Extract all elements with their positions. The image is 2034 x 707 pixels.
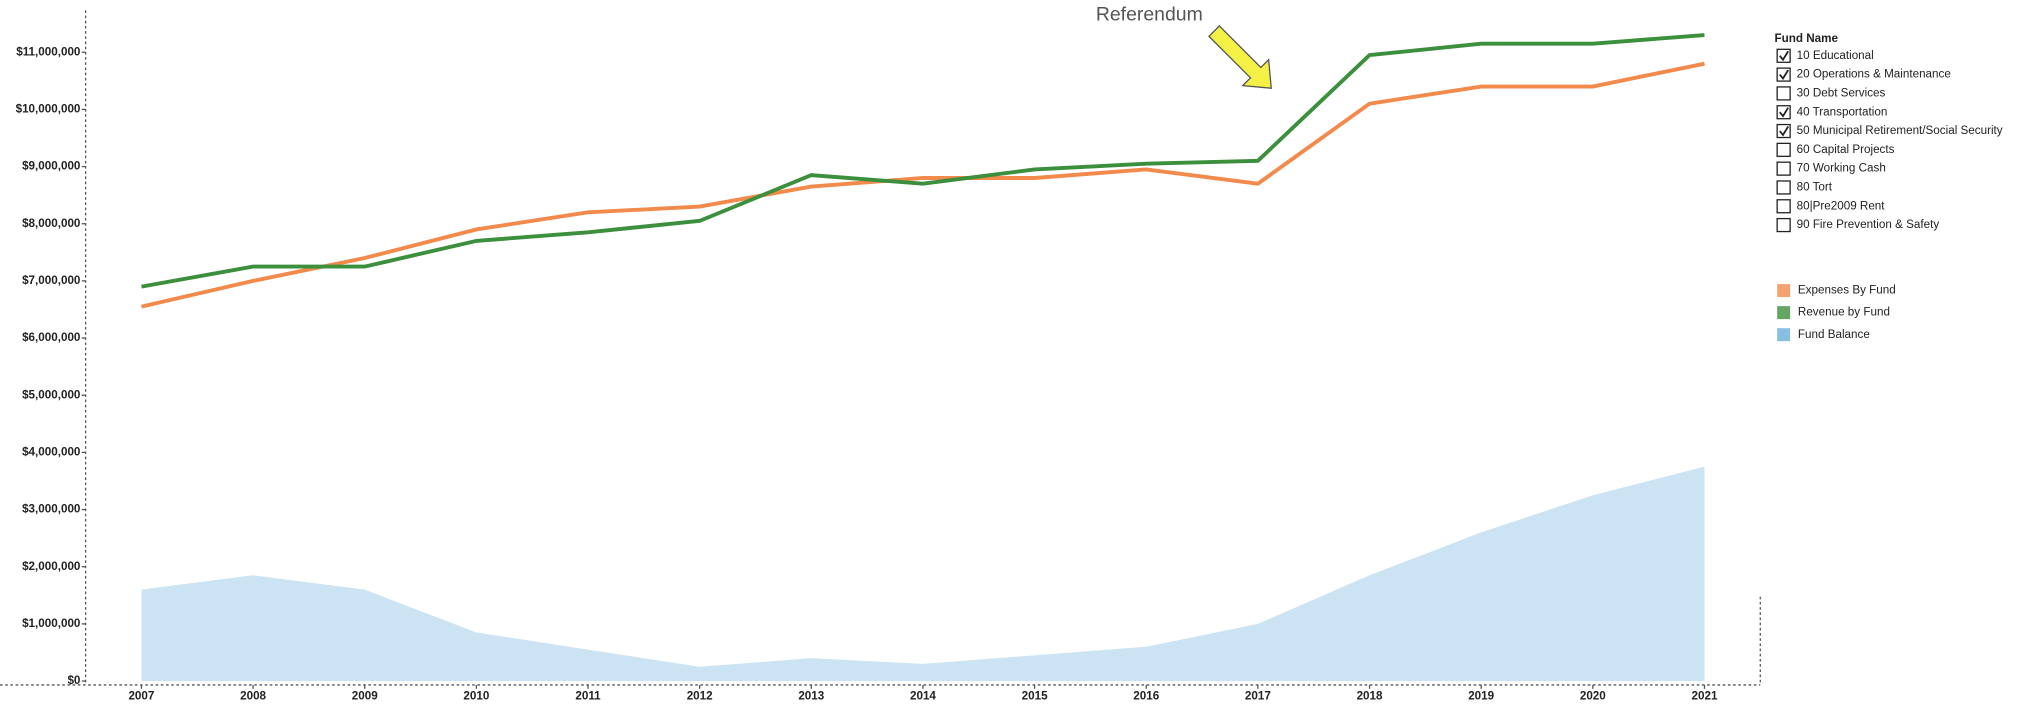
filter-label[interactable]: 90 Fire Prevention & Safety	[1797, 218, 1940, 231]
filter-label[interactable]: 60 Capital Projects	[1797, 143, 1895, 156]
x-tick-label: 2009	[352, 690, 378, 703]
x-tick-label: 2017	[1245, 690, 1271, 703]
y-tick-label: $10,000,000	[16, 102, 81, 115]
filter-label[interactable]: 30 Debt Services	[1797, 86, 1886, 99]
y-tick-label: $7,000,000	[22, 274, 80, 287]
x-tick-label: 2012	[687, 690, 713, 703]
y-tick-label: $2,000,000	[22, 560, 80, 573]
filter-label[interactable]: 20 Operations & Maintenance	[1797, 68, 1951, 81]
x-tick-label: 2021	[1692, 690, 1718, 703]
y-tick-label: $11,000,000	[16, 45, 80, 58]
y-tick-label: $9,000,000	[22, 160, 80, 173]
checkbox[interactable]	[1776, 217, 1791, 233]
y-tick-label: $1,000,000	[22, 617, 80, 630]
filter-label[interactable]: 80|Pre2009 Rent	[1797, 199, 1886, 212]
legend-swatch	[1777, 306, 1791, 320]
y-tick-label: $0	[67, 674, 80, 687]
legend-label: Expenses By Fund	[1798, 284, 1896, 297]
legend-swatch	[1777, 328, 1791, 342]
checkbox[interactable]	[1776, 199, 1791, 214]
x-tick-label: 2020	[1580, 690, 1606, 703]
checkbox[interactable]	[1776, 86, 1791, 101]
y-tick-label: $3,000,000	[22, 503, 80, 516]
x-tick-label: 2019	[1468, 690, 1494, 703]
x-tick-label: 2007	[128, 690, 154, 703]
x-tick-label: 2014	[910, 690, 936, 703]
y-tick-label: $4,000,000	[22, 445, 80, 458]
filter-label[interactable]: 80 Tort	[1797, 181, 1833, 194]
x-tick-label: 2015	[1022, 690, 1048, 703]
filter-title: Fund Name	[1775, 32, 1839, 45]
filter-label[interactable]: 40 Transportation	[1797, 105, 1888, 118]
checkmark	[1779, 107, 1789, 118]
line	[141, 61, 1705, 309]
checkbox[interactable]	[1776, 161, 1791, 176]
x-tick-label: 2011	[575, 690, 601, 703]
x-tick-label: 2008	[240, 690, 266, 703]
filter-label[interactable]: 50 Municipal Retirement/Social Security	[1797, 124, 2003, 137]
checkmark	[1779, 69, 1789, 81]
x-tick-label: 2010	[463, 690, 489, 703]
x-tick-label: 2018	[1357, 690, 1383, 703]
y-tick-label: $5,000,000	[22, 388, 80, 401]
annotation-arrow	[1208, 25, 1272, 89]
legend-swatch	[1777, 284, 1791, 298]
filter-label[interactable]: 70 Working Cash	[1797, 162, 1886, 175]
y-tick-label: $8,000,000	[22, 217, 80, 230]
legend-label: Fund Balance	[1798, 328, 1870, 341]
checkbox[interactable]	[1776, 142, 1791, 157]
y-tick-label: $6,000,000	[22, 331, 80, 344]
annotation: Referendum	[1096, 4, 1203, 26]
line	[141, 33, 1705, 289]
x-tick-label: 2013	[798, 690, 824, 703]
area	[141, 466, 1705, 682]
x-tick-label: 2016	[1133, 690, 1159, 703]
checkbox[interactable]	[1776, 180, 1791, 195]
checkmark	[1779, 50, 1789, 62]
checkmark	[1779, 126, 1789, 137]
legend-label: Revenue by Fund	[1798, 306, 1890, 319]
filter-label[interactable]: 10 Educational	[1797, 49, 1874, 62]
